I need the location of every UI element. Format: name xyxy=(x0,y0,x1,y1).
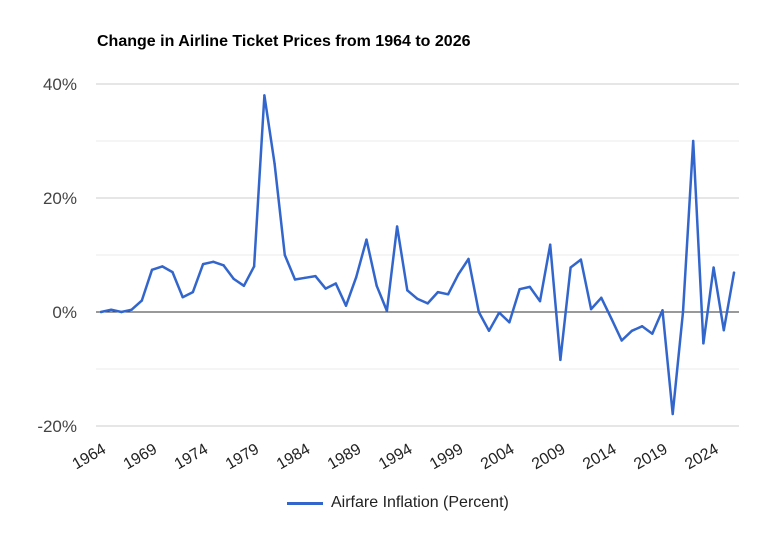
data-point xyxy=(569,266,572,269)
data-point xyxy=(130,308,133,311)
data-point xyxy=(549,243,552,246)
chart-title: Change in Airline Ticket Prices from 196… xyxy=(97,33,471,50)
data-point xyxy=(324,287,327,290)
data-point xyxy=(222,264,225,267)
y-tick-label: 40% xyxy=(43,75,77,94)
x-tick-label: 1974 xyxy=(172,441,211,474)
x-tick-label: 1994 xyxy=(376,441,415,474)
x-tick-label: 1979 xyxy=(223,441,262,474)
data-point xyxy=(538,299,542,303)
data-point xyxy=(150,268,154,272)
data-point xyxy=(600,296,603,299)
x-tick-label: 2019 xyxy=(631,441,670,474)
data-point xyxy=(365,238,368,241)
data-point xyxy=(610,317,613,321)
data-point xyxy=(426,302,429,305)
data-point xyxy=(702,342,705,345)
data-point xyxy=(477,310,480,314)
y-tick-label: 0% xyxy=(52,303,77,322)
data-point xyxy=(395,225,399,228)
data-point xyxy=(559,358,562,362)
data-point xyxy=(651,332,654,335)
data-point xyxy=(375,284,378,287)
data-point xyxy=(620,339,623,342)
x-tick-label: 2024 xyxy=(682,441,721,474)
data-point xyxy=(691,139,695,143)
data-point xyxy=(181,295,184,299)
data-point xyxy=(355,276,358,279)
data-point xyxy=(171,270,174,274)
data-point xyxy=(263,94,266,97)
data-point xyxy=(385,309,389,313)
data-point xyxy=(283,253,286,257)
data-point xyxy=(212,260,215,264)
data-point xyxy=(712,266,715,269)
data-point xyxy=(99,310,103,314)
data-point xyxy=(416,297,419,301)
data-point xyxy=(314,274,317,278)
data-point xyxy=(640,325,644,328)
data-point xyxy=(446,293,450,296)
data-point xyxy=(457,273,460,276)
x-tick-label: 1999 xyxy=(427,441,466,474)
data-point xyxy=(630,329,634,333)
data-point xyxy=(273,162,276,165)
y-tick-label: 20% xyxy=(43,189,77,208)
data-point xyxy=(722,329,725,332)
data-point xyxy=(436,290,440,294)
legend: Airfare Inflation (Percent) xyxy=(287,494,509,512)
x-tick-label: 1964 xyxy=(70,441,109,474)
data-point xyxy=(589,307,593,311)
data-point xyxy=(518,288,521,291)
data-point xyxy=(681,310,685,314)
x-tick-label: 2009 xyxy=(529,441,568,474)
data-point xyxy=(303,276,307,279)
data-point xyxy=(732,271,736,274)
data-point xyxy=(508,321,511,324)
data-point xyxy=(161,265,164,268)
x-tick-label: 2014 xyxy=(580,441,619,474)
legend-swatch xyxy=(287,501,323,505)
data-point xyxy=(120,310,123,314)
data-point xyxy=(201,262,205,266)
data-point xyxy=(110,308,113,311)
data-point xyxy=(579,258,583,261)
data-point xyxy=(487,329,491,333)
data-point xyxy=(497,311,501,314)
data-point xyxy=(528,285,532,289)
data-point xyxy=(191,290,195,294)
data-point xyxy=(140,299,144,302)
y-tick-label: -20% xyxy=(37,417,77,436)
x-tick-label: 1969 xyxy=(121,441,160,474)
legend-label: Airfare Inflation (Percent) xyxy=(331,494,509,511)
data-point xyxy=(671,412,674,416)
data-point xyxy=(252,265,256,268)
x-tick-label: 1984 xyxy=(274,441,313,474)
data-point xyxy=(232,277,235,281)
data-point xyxy=(661,309,664,312)
x-tick-label: 1989 xyxy=(325,441,364,474)
data-point xyxy=(293,278,297,281)
data-point xyxy=(344,304,348,307)
data-point xyxy=(334,282,338,285)
x-tick-label: 2004 xyxy=(478,441,517,474)
data-point xyxy=(242,284,246,287)
data-point xyxy=(406,289,409,292)
data-point xyxy=(467,257,470,261)
